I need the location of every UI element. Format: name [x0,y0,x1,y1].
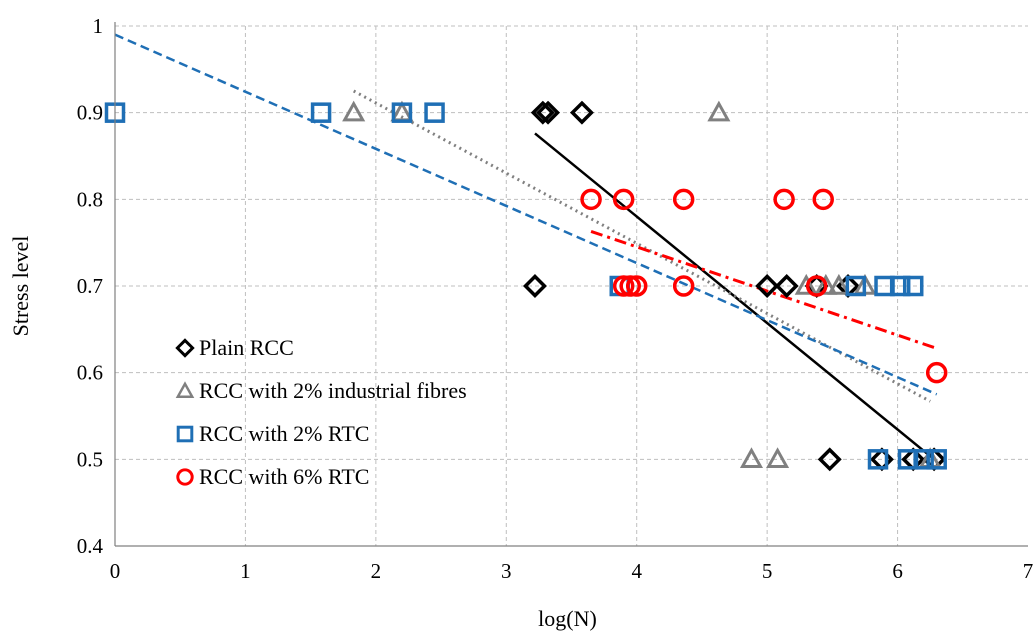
data-point-square-8 [902,275,924,297]
tick-labels: 0 1 2 3 4 5 6 7 0.4 0.5 0.6 0.7 0.8 0.9 1 [77,14,1034,583]
legend-label-square: RCC with 2% RTC [199,421,369,446]
legend-marker-triangle [175,381,195,398]
x-tick-label-2: 2 [371,559,382,583]
trendline-triangle [352,89,931,403]
x-axis-label: log(N) [538,606,597,631]
trendline-square [114,33,938,396]
data-point-square-2 [391,102,413,123]
data-point-triangle-2 [707,100,731,122]
data-point-square-12 [926,449,947,470]
x-tick-label-0: 0 [110,559,121,583]
data-point-circle-0 [580,188,602,211]
legend-marker-circle [176,468,194,486]
x-tick-label-4: 4 [631,559,642,583]
x-tick-label-5: 5 [762,559,773,583]
x-tick-label-3: 3 [501,559,512,583]
y-axis-label: Stress level [8,236,33,337]
legend: Plain RCC RCC with 2% industrial fibres RC… [175,335,467,489]
data-point-circle-10 [925,361,948,384]
y-tick-label-4: 0.8 [77,187,103,211]
data-point-circle-1 [612,188,635,211]
data-point-diamond-2 [569,100,594,125]
y-tick-label-0: 0.4 [77,534,104,558]
x-tick-label-1: 1 [240,559,251,583]
y-tick-label-6: 1 [93,14,104,38]
legend-label-circle: RCC with 6% RTC [199,464,369,489]
data-point-triangle-3 [794,273,818,295]
y-tick-label-5: 0.9 [77,101,103,125]
y-tick-label-1: 0.5 [77,447,103,471]
data-point-triangle-8 [766,447,790,469]
data-points [104,100,948,472]
data-point-circle-8 [672,275,695,297]
data-point-diamond-5 [774,274,799,298]
legend-marker-square [176,425,194,443]
data-point-diamond-1 [536,100,560,125]
data-point-square-5 [845,275,867,297]
axes [114,22,1028,547]
data-point-circle-5 [612,275,635,297]
data-point-circle-6 [619,275,641,297]
data-point-diamond-0 [530,100,555,125]
data-point-circle-3 [773,188,795,211]
data-point-square-7 [889,275,911,297]
data-point-triangle-0 [342,100,366,122]
legend-label-diamond: Plain RCC [199,335,294,360]
data-point-circle-4 [812,188,834,211]
legend-marker-diamond [175,338,195,358]
data-point-diamond-4 [755,274,780,298]
data-point-square-1 [310,102,332,123]
x-tick-label-6: 6 [892,559,903,583]
y-tick-label-2: 0.6 [77,361,103,385]
data-point-circle-2 [672,188,695,211]
data-point-circle-9 [805,275,828,297]
data-point-triangle-5 [827,273,851,295]
y-tick-label-3: 0.7 [77,274,103,298]
data-point-diamond-3 [523,274,547,298]
legend-label-triangle: RCC with 2% industrial fibres [199,378,467,403]
data-point-circle-7 [625,275,648,297]
data-point-square-11 [913,449,934,470]
data-point-diamond-8 [817,447,842,472]
data-point-triangle-7 [739,447,764,469]
data-point-square-9 [867,449,889,470]
x-tick-label-7: 7 [1023,559,1034,583]
data-point-triangle-4 [814,273,838,295]
data-point-square-3 [424,102,445,123]
